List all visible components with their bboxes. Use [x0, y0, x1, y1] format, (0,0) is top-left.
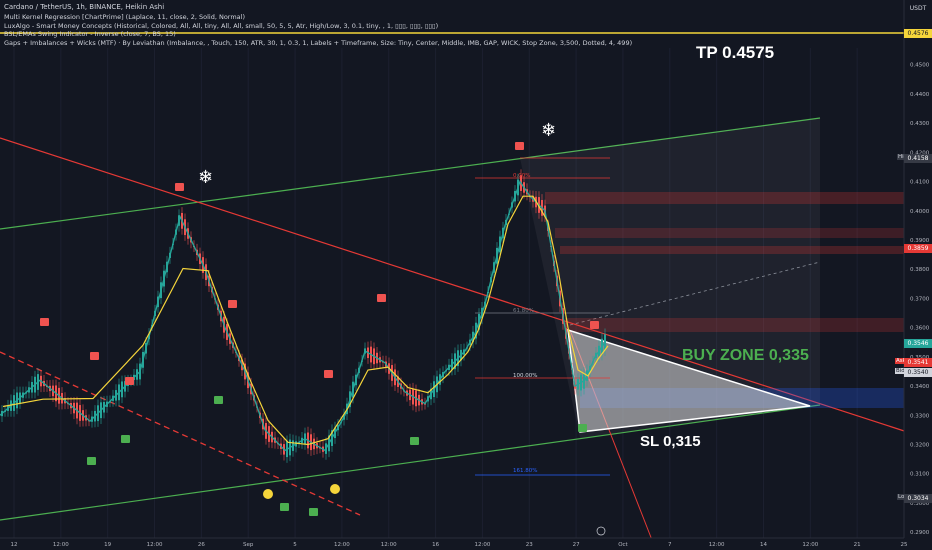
indicator-label[interactable]: Gaps + Imbalances + Wicks (MTF) · By Lev… — [4, 39, 633, 47]
x-tick-label: Oct — [618, 542, 628, 548]
rising-dashed-line — [569, 261, 821, 326]
fib-label: 0.00% — [513, 173, 530, 179]
snowflake-icon: ❄ — [198, 167, 213, 188]
y-tick-label: 0.3500 — [910, 355, 930, 361]
x-axis-ticks: 12 12:00 19 12:00 26 Sep 5 12:00 12:00 16 12:00 23 2… — [11, 542, 908, 548]
imbalance-box — [545, 192, 932, 204]
x-tick-label: 21 — [854, 542, 861, 548]
bid-label: Bid — [895, 368, 906, 374]
y-tick-label: 0.2900 — [910, 530, 930, 536]
last-price-tag: 0.3546 — [904, 339, 932, 348]
price-axis[interactable] — [904, 0, 932, 538]
x-tick-label: 26 — [198, 542, 205, 548]
x-tick-label: 14 — [760, 542, 767, 548]
snowflake-icon: ❄ — [541, 120, 556, 141]
lower-dashed-trendline — [0, 351, 361, 516]
x-grid — [13, 48, 905, 538]
y-tick-label: 0.4300 — [910, 121, 930, 127]
lower-channel-line — [0, 404, 821, 521]
indicator-label[interactable]: BSL/EMAs Swing Indicator - Inverse (clos… — [4, 30, 176, 38]
x-tick-label: 19 — [104, 542, 111, 548]
x-tick-label: 12 — [11, 542, 18, 548]
currency-label[interactable]: USDT — [909, 5, 927, 12]
y-tick-label: 0.3700 — [910, 296, 930, 302]
y-tick-label: 0.4500 — [910, 63, 930, 69]
smiley-icon — [263, 489, 273, 499]
time-axis[interactable] — [0, 538, 932, 550]
imbalance-box — [565, 318, 932, 332]
low-label: Low — [897, 494, 910, 500]
bid-price-tag: 0.3540 — [904, 368, 932, 377]
candle-body — [604, 334, 606, 351]
y-tick-label: 0.3800 — [910, 267, 930, 273]
indicator-label[interactable]: LuxAlgo - Smart Money Concepts (Historic… — [4, 22, 439, 30]
x-tick-label: 12:00 — [381, 542, 397, 548]
x-tick-label: 12:00 — [53, 542, 69, 548]
imbalance-box — [560, 246, 932, 254]
y-tick-label: 0.3600 — [910, 326, 930, 332]
upper-channel-line — [0, 117, 821, 230]
resistance-price-tag: 0.3859 — [904, 244, 932, 253]
high-price-tag: 0.4158 — [904, 154, 932, 163]
x-tick-label: 12:00 — [802, 542, 818, 548]
y-tick-label: 0.3100 — [910, 472, 930, 478]
y-tick-label: 0.3000 — [910, 501, 930, 507]
ask-label: Ask — [895, 358, 907, 364]
x-tick-label: 7 — [668, 542, 672, 548]
x-tick-label: 5 — [293, 542, 297, 548]
y-tick-label: 0.4200 — [910, 150, 930, 156]
y-tick-label: 0.3400 — [910, 384, 930, 390]
y-tick-label: 0.4000 — [910, 209, 930, 215]
x-tick-label: 12:00 — [474, 542, 490, 548]
ask-price-tag: 0.3541 — [904, 358, 932, 367]
tp-label: TP 0.4575 — [696, 43, 774, 62]
kernel-regression-line — [2, 195, 609, 446]
fib-label: 100.00% — [513, 373, 537, 379]
descending-trendline — [0, 137, 932, 441]
buy-zone-label: BUY ZONE 0,335 — [682, 347, 809, 364]
imbalance-box — [555, 228, 932, 238]
x-tick-label: 12:00 — [334, 542, 350, 548]
y-tick-label: 0.3300 — [910, 413, 930, 419]
y-tick-label: 0.3200 — [910, 443, 930, 449]
fib-label: 61.80% — [513, 308, 534, 314]
y-tick-label: 0.3900 — [910, 238, 930, 244]
tp-price-tag: 0.4576 — [904, 29, 932, 38]
x-tick-label: 27 — [573, 542, 580, 548]
y-tick-label: 0.4400 — [910, 92, 930, 98]
replay-icon[interactable] — [596, 526, 606, 536]
swing-markers — [40, 142, 599, 516]
x-tick-label: 12:00 — [147, 542, 163, 548]
y-tick-label: 0.4100 — [910, 180, 930, 186]
x-tick-label: 25 — [901, 542, 908, 548]
chart-title: Cardano / TetherUS, 1h, BINANCE, Heikin … — [4, 3, 165, 11]
low-price-tag: 0.3034 — [904, 494, 932, 503]
sl-label: SL 0,315 — [640, 433, 701, 450]
x-tick-label: 16 — [432, 542, 439, 548]
price-line — [0, 180, 606, 452]
fib-label: 161.80% — [513, 468, 537, 474]
x-tick-label: Sep — [243, 542, 254, 548]
x-tick-label: 23 — [526, 542, 533, 548]
x-tick-label: 12:00 — [709, 542, 725, 548]
smiley-icon — [330, 484, 340, 494]
indicator-label[interactable]: Multi Kernel Regression [ChartPrime] (La… — [4, 13, 246, 21]
